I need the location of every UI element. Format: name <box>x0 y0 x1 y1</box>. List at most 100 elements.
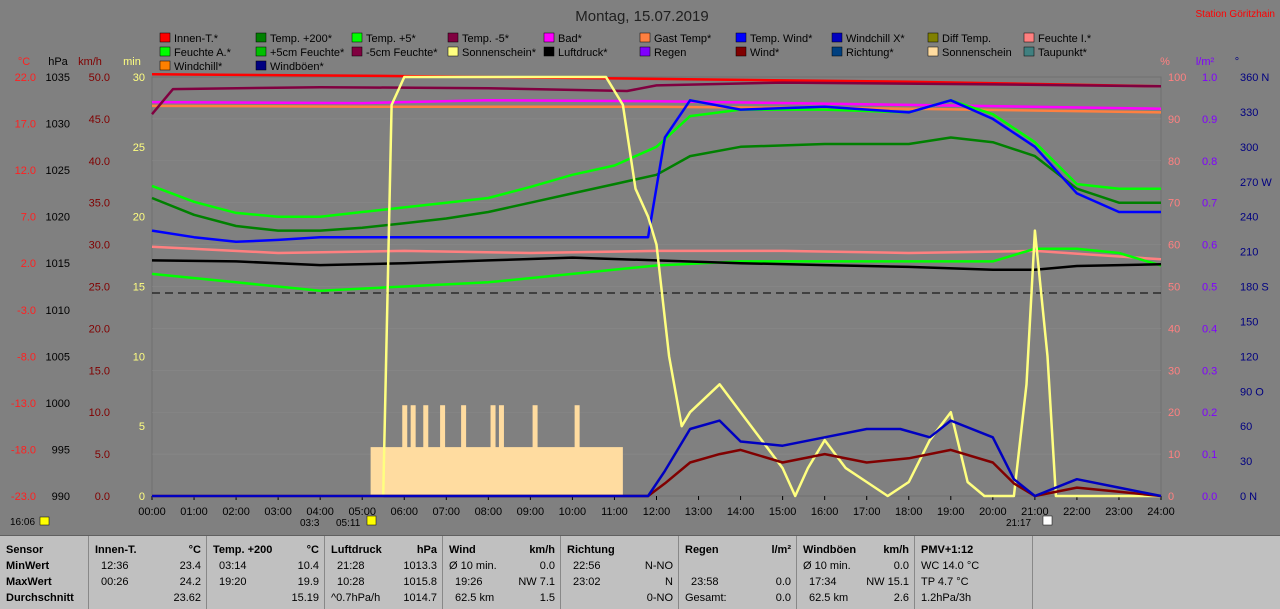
boen-min-label: Ø 10 min. <box>803 560 851 572</box>
start-marker[interactable] <box>39 516 50 526</box>
sunshine-bars <box>370 405 623 496</box>
temp200-title: Temp. +200 <box>213 544 273 556</box>
x-tick-label: 10:00 <box>559 506 587 518</box>
innen-title: Innen-T. <box>95 544 137 556</box>
y-tick-label: 35.0 <box>89 198 110 210</box>
axis-unit-label: ° <box>1235 56 1239 68</box>
series-line <box>151 81 1162 116</box>
sunset-marker[interactable] <box>1042 515 1053 526</box>
luftdruck-unit: hPa <box>416 544 437 556</box>
regen-max-val: 0.0 <box>775 576 791 588</box>
luftdruck-avg: 1014.7 <box>403 592 437 604</box>
y-tick-label: 15 <box>133 282 145 294</box>
richtung-min-val: N-NO <box>644 560 673 572</box>
y-tick-label: 0 <box>139 491 145 503</box>
sunshine-bar-spike <box>490 405 496 496</box>
y-tick-label: 90 O <box>1240 386 1264 398</box>
series-line <box>151 99 1162 110</box>
innen-min-val: 23.4 <box>179 560 201 572</box>
sunrise-marker[interactable] <box>366 515 377 526</box>
y-tick-label: 10 <box>133 351 145 363</box>
boen-unit: km/h <box>883 544 909 556</box>
sunshine-bar-spike <box>440 405 446 496</box>
x-tick-label: 21:00 <box>1021 506 1049 518</box>
richtung-max-val: N <box>665 576 673 588</box>
x-tick-label: 04:00 <box>306 506 334 518</box>
boen-avg: 2.6 <box>893 592 909 604</box>
legend-label: Windböen* <box>270 61 325 73</box>
station-label: Station Göritzhain <box>1196 9 1276 20</box>
series-line <box>151 256 1162 271</box>
y-tick-label: 1005 <box>46 351 70 363</box>
y-tick-label: 10.0 <box>89 407 110 419</box>
x-tick-label: 02:00 <box>222 506 250 518</box>
innen-unit: °C <box>188 544 201 556</box>
y-tick-label: 0.9 <box>1202 114 1217 126</box>
sunshine-bar-spike <box>402 405 408 496</box>
x-tick-label: 05:00 <box>348 506 376 518</box>
y-tick-label: 60 <box>1168 240 1180 252</box>
y-tick-label: 1020 <box>46 212 70 224</box>
y-tick-label: 180 S <box>1240 282 1269 294</box>
y-tick-label: 0.0 <box>1202 491 1217 503</box>
luftdruck-avg-label: ^0.7hPa/h <box>331 592 381 604</box>
boen-title: Windböen <box>803 544 857 556</box>
temp200-min-val: 10.4 <box>297 560 319 572</box>
x-tick-label: 24:00 <box>1147 506 1175 518</box>
luftdruck-min-time: 21:28 <box>337 560 365 572</box>
y-tick-label: 300 <box>1240 142 1258 154</box>
y-tick-label: 240 <box>1240 212 1258 224</box>
y-tick-label: -13.0 <box>11 398 36 410</box>
legend-swatch <box>159 60 171 71</box>
axis-unit-label: min <box>123 56 141 68</box>
pmv-title: PMV+1:12 <box>921 544 974 556</box>
temp200-avg: 15.19 <box>291 592 319 604</box>
legend-label: Temp. +5* <box>366 33 417 45</box>
legend-label: Sonnenschein <box>942 47 1012 59</box>
y-tick-label: 1030 <box>46 119 70 131</box>
y-tick-label: 50.0 <box>89 72 110 84</box>
y-tick-label: 30 <box>1240 456 1252 468</box>
legend-swatch <box>927 32 939 43</box>
y-tick-label: 30 <box>133 72 145 84</box>
y-tick-label: 1025 <box>46 165 70 177</box>
legend-swatch <box>831 46 843 57</box>
x-tick-label: 03:00 <box>264 506 292 518</box>
luftdruck-max-val: 1015.8 <box>403 576 437 588</box>
axis-unit-label: °C <box>18 56 30 68</box>
wind-avg-label: 62.5 km <box>455 592 495 604</box>
y-tick-label: 70 <box>1168 198 1180 210</box>
pmv-avg: 1.2hPa/3h <box>921 592 972 604</box>
x-tick-label: 06:00 <box>390 506 418 518</box>
legend-label: Innen-T.* <box>174 33 219 45</box>
row-label-avg: Durchschnitt <box>6 592 74 604</box>
y-tick-label: 5.0 <box>95 449 110 461</box>
y-tick-label: 30.0 <box>89 240 110 252</box>
y-tick-label: 0.5 <box>1202 282 1217 294</box>
legend-label: Windchill X* <box>846 33 905 45</box>
start-time-label: 16:06 <box>10 517 35 528</box>
legend-label: Luftdruck* <box>558 47 608 59</box>
y-tick-label: 40 <box>1168 323 1180 335</box>
y-tick-label: 40.0 <box>89 156 110 168</box>
axis-unit-headers: °C hPa km/h min% l/m² ° <box>18 56 1239 68</box>
temp200-min-time: 03:14 <box>219 560 247 572</box>
sunshine-bar-spike <box>532 405 538 496</box>
x-tick-label: 16:00 <box>811 506 839 518</box>
weather-chart: Montag, 15.07.2019 Station Göritzhain In… <box>10 8 1276 529</box>
y-tick-label: 0.0 <box>95 491 110 503</box>
legend-label: -5cm Feuchte* <box>366 47 438 59</box>
y-tick-label: 30 <box>1168 365 1180 377</box>
sunshine-bar-spike <box>461 405 467 496</box>
y-tick-label: 0.1 <box>1202 449 1217 461</box>
innen-max-time: 00:26 <box>101 576 129 588</box>
wind-min-val: 0.0 <box>539 560 555 572</box>
legend-swatch <box>159 46 171 57</box>
legend-label: Taupunkt* <box>1038 47 1088 59</box>
x-tick-label: 22:00 <box>1063 506 1091 518</box>
series-line <box>152 419 1162 498</box>
y-tick-label: 990 <box>52 491 70 503</box>
y-tick-label: 0.7 <box>1202 198 1217 210</box>
legend-label: Wind* <box>750 47 780 59</box>
series-line <box>151 136 1161 232</box>
